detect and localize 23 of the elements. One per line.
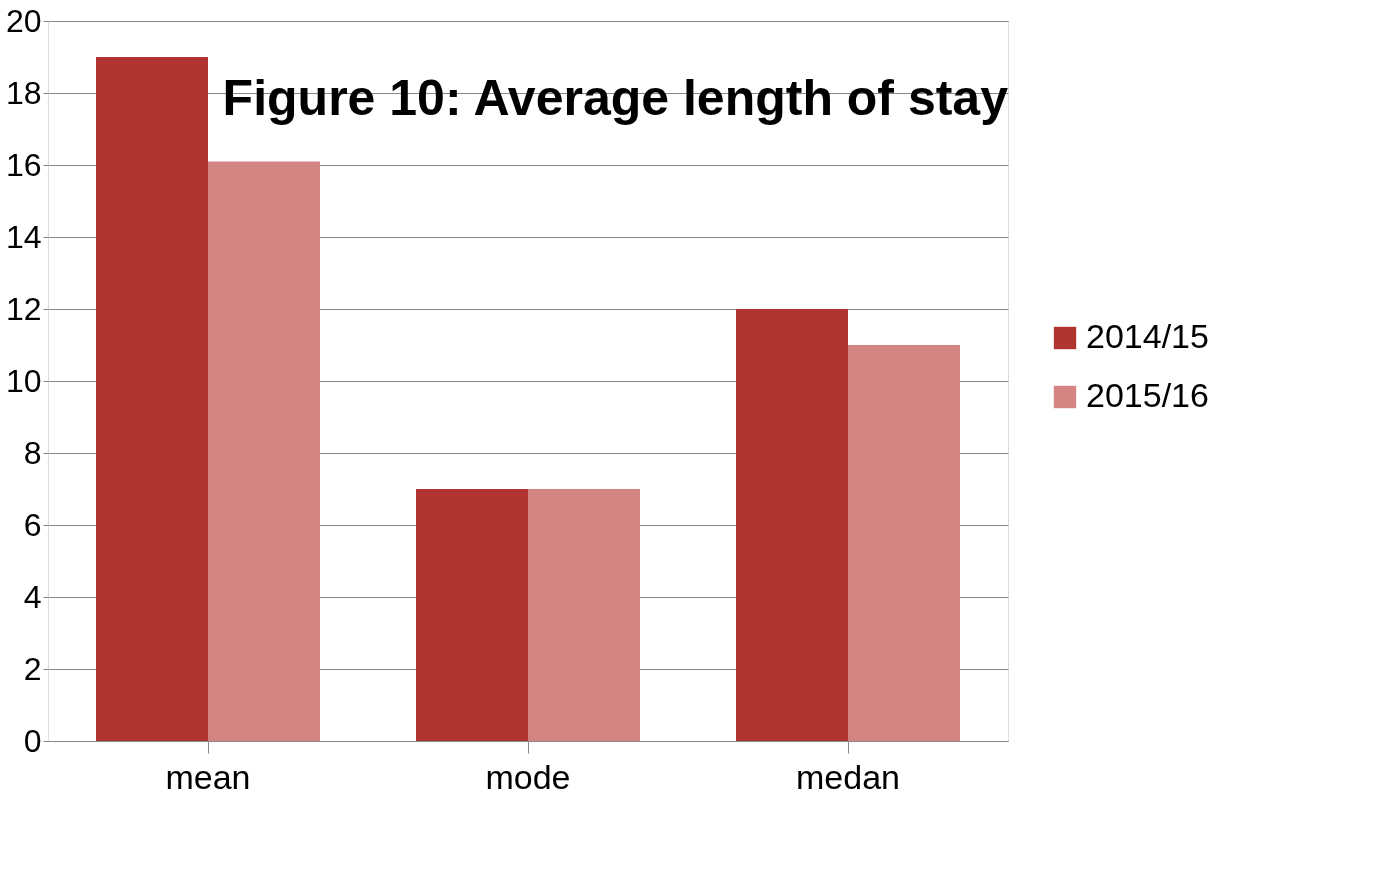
bar (208, 161, 320, 741)
y-tick-label: 8 (23, 434, 42, 471)
bar (848, 345, 960, 741)
y-tick-label: 16 (5, 146, 42, 183)
bar (528, 489, 640, 741)
y-tick-label: 18 (5, 74, 42, 111)
y-tick-label: 20 (5, 2, 42, 39)
x-tick-label: mode (485, 757, 571, 796)
y-tick-label: 2 (23, 650, 42, 687)
y-tick-label: 12 (5, 290, 42, 327)
y-tick-label: 6 (23, 506, 42, 543)
x-tick-label: mean (165, 757, 251, 796)
y-tick-label: 14 (5, 218, 42, 255)
y-tick-label: 10 (5, 362, 42, 399)
text: Figure 10: Average length of stay (222, 70, 1009, 126)
bar (96, 57, 208, 741)
x-tick-label: medan (796, 757, 900, 796)
legend-label: 2014/15 (1086, 317, 1209, 355)
y-tick-label: 4 (23, 578, 42, 615)
bar (736, 309, 848, 741)
y-tick-label: 0 (23, 722, 42, 759)
bar (416, 489, 528, 741)
legend-label: 2015/16 (1086, 376, 1209, 414)
